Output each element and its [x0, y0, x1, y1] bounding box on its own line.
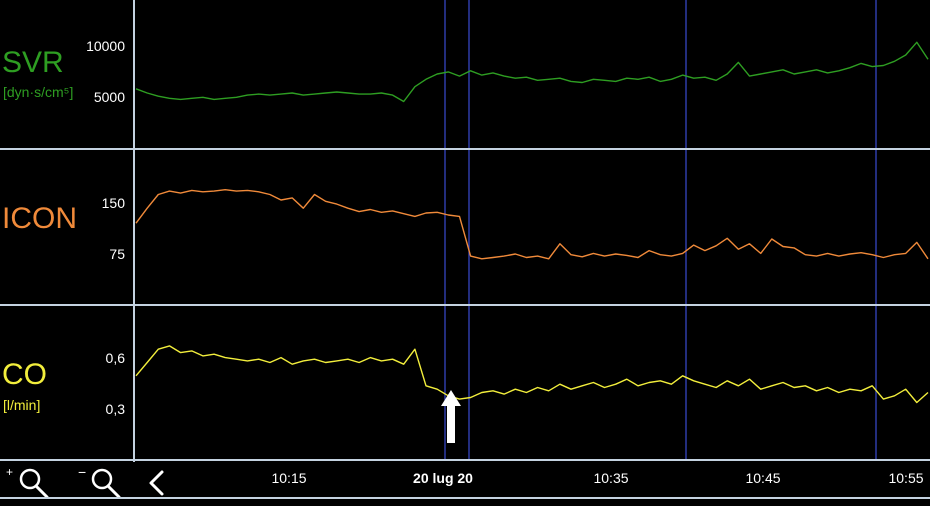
svg-text:+: + [6, 465, 13, 479]
icon-series-line [135, 188, 929, 260]
svr-title: SVR [2, 46, 64, 79]
bottom-divider [0, 497, 930, 499]
co-series-line [135, 345, 929, 404]
panel-divider [0, 304, 930, 306]
co-tick: 0,3 [105, 401, 125, 417]
icon-tick: 150 [101, 195, 125, 211]
zoom-in-icon: + [6, 465, 49, 499]
svr-unit: [dyn·s/cm⁵] [3, 84, 74, 100]
chevron-left-icon [149, 470, 164, 496]
date-label: 20 lug 20 [413, 470, 473, 486]
time-label: 10:55 [888, 470, 924, 486]
co-title: CO [2, 358, 47, 391]
icon-title: ICON [2, 202, 77, 235]
co-unit: [l/min] [3, 397, 41, 413]
co-panel: CO [l/min] 0,6 0,3 [0, 306, 930, 460]
svr-series-line [135, 41, 929, 103]
svg-text:−: − [78, 465, 86, 480]
svr-panel: SVR [dyn·s/cm⁵] 10000 5000 [0, 0, 930, 148]
co-tick: 0,6 [105, 350, 125, 366]
time-label: 10:15 [271, 470, 307, 486]
panel-divider [0, 459, 930, 461]
time-label: 10:45 [745, 470, 781, 486]
back-button[interactable] [142, 465, 172, 501]
time-label: 10:35 [593, 470, 629, 486]
icon-panel: ICON 150 75 [0, 150, 930, 304]
svr-tick: 5000 [93, 89, 125, 105]
plot-left-axis [133, 0, 135, 462]
panel-divider [0, 148, 930, 150]
svr-tick: 10000 [86, 38, 125, 54]
trend-plot [135, 0, 929, 459]
zoom-out-button[interactable]: − [76, 465, 132, 501]
zoom-out-icon: − [78, 465, 121, 499]
icon-tick: 75 [109, 246, 125, 262]
zoom-in-button[interactable]: + [2, 465, 58, 501]
event-arrow-icon [441, 390, 461, 443]
